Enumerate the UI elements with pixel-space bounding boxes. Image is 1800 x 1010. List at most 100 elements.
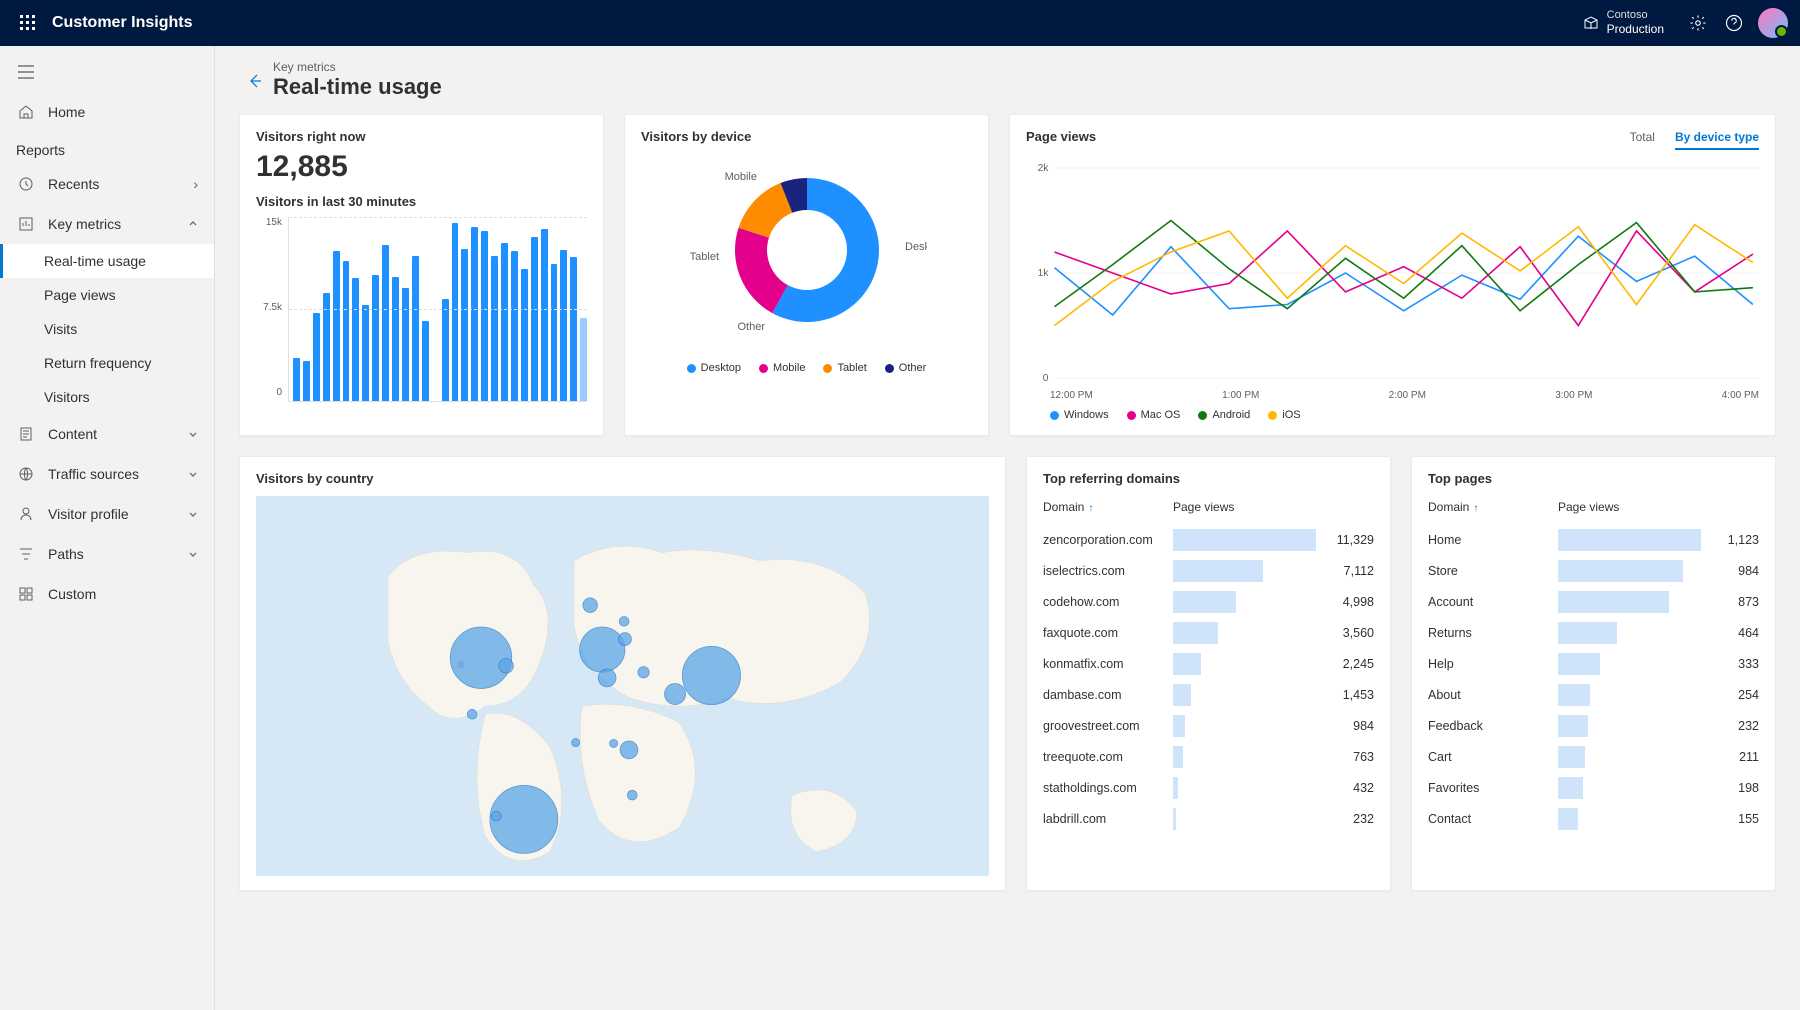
bar <box>570 257 577 401</box>
card-subtitle: Visitors in last 30 minutes <box>256 194 587 209</box>
sidebar-item-content[interactable]: Content <box>0 414 214 454</box>
table-row[interactable]: labdrill.com232 <box>1043 803 1374 834</box>
row-value: 873 <box>1709 595 1759 609</box>
x-axis: 12:00 PM1:00 PM2:00 PM3:00 PM4:00 PM <box>1026 390 1759 401</box>
avatar[interactable] <box>1758 8 1788 38</box>
bar <box>511 251 518 401</box>
row-name: Favorites <box>1428 781 1558 795</box>
mini-bar <box>1558 622 1617 644</box>
page-title: Real-time usage <box>273 74 442 100</box>
sidebar-item-label: Real-time usage <box>44 253 146 269</box>
tab-by-device-type[interactable]: By device type <box>1675 130 1759 150</box>
y-tick: 7.5k <box>256 302 282 313</box>
table-row[interactable]: faxquote.com3,560 <box>1043 617 1374 648</box>
bar <box>580 318 587 401</box>
svg-text:Desktop: Desktop <box>905 241 927 253</box>
map-bubble <box>583 598 598 613</box>
table-row[interactable]: Feedback232 <box>1428 710 1759 741</box>
chevron-up-icon <box>188 219 198 229</box>
sidebar-item-traffic-sources[interactable]: Traffic sources <box>0 454 214 494</box>
back-button[interactable] <box>239 66 269 96</box>
table-row[interactable]: About254 <box>1428 679 1759 710</box>
sidebar-item-visitor-profile[interactable]: Visitor profile <box>0 494 214 534</box>
bar <box>362 305 369 401</box>
line-series <box>1055 221 1753 311</box>
table-row[interactable]: Help333 <box>1428 648 1759 679</box>
svg-text:0: 0 <box>1043 373 1049 384</box>
map-bubble <box>467 709 477 719</box>
column-header[interactable]: Domain <box>1428 500 1469 514</box>
table-row[interactable]: Cart211 <box>1428 741 1759 772</box>
waffle-icon[interactable] <box>12 7 44 39</box>
mini-bar <box>1558 715 1588 737</box>
table-row[interactable]: iselectrics.com7,112 <box>1043 555 1374 586</box>
sidebar-item-key-metrics[interactable]: Key metrics <box>0 204 214 244</box>
table-row[interactable]: Home1,123 <box>1428 524 1759 555</box>
paths-icon <box>16 546 36 562</box>
row-value: 763 <box>1324 750 1374 764</box>
bar <box>372 275 379 401</box>
row-name: iselectrics.com <box>1043 564 1173 578</box>
card-top-pages: Top pages Domain ↑ Page views Home1,123St… <box>1411 456 1776 891</box>
sidebar-item-label: Page views <box>44 287 116 303</box>
sidebar-sub-realtime[interactable]: Real-time usage <box>0 244 214 278</box>
bar <box>531 237 538 401</box>
sidebar-item-home[interactable]: Home <box>0 92 214 132</box>
table-row[interactable]: statholdings.com432 <box>1043 772 1374 803</box>
bar <box>541 229 548 401</box>
table-row[interactable]: treequote.com763 <box>1043 741 1374 772</box>
table-row[interactable]: konmatfix.com2,245 <box>1043 648 1374 679</box>
mini-bar <box>1558 560 1683 582</box>
column-header[interactable]: Page views <box>1173 500 1234 514</box>
x-tick: 3:00 PM <box>1555 390 1592 401</box>
legend-item: Desktop <box>687 362 741 374</box>
sidebar-sub-visits[interactable]: Visits <box>0 312 214 346</box>
sidebar-item-paths[interactable]: Paths <box>0 534 214 574</box>
card-title: Top pages <box>1428 471 1759 486</box>
table-row[interactable]: codehow.com4,998 <box>1043 586 1374 617</box>
sidebar-sub-return-frequency[interactable]: Return frequency <box>0 346 214 380</box>
help-icon[interactable] <box>1716 5 1752 41</box>
row-value: 4,998 <box>1324 595 1374 609</box>
card-page-views: Page views Total By device type 01k2k 12… <box>1009 114 1776 436</box>
sort-asc-icon[interactable]: ↑ <box>1473 503 1478 514</box>
table-row[interactable]: zencorporation.com11,329 <box>1043 524 1374 555</box>
chevron-down-icon <box>188 509 198 519</box>
line-series <box>1055 236 1753 315</box>
sort-asc-icon[interactable]: ↑ <box>1088 503 1093 514</box>
sidebar-sub-visitors[interactable]: Visitors <box>0 380 214 414</box>
settings-icon[interactable] <box>1680 5 1716 41</box>
table-row[interactable]: Favorites198 <box>1428 772 1759 803</box>
tenant-name: Contoso <box>1607 9 1664 22</box>
card-top-referring-domains: Top referring domains Domain↑ Page views… <box>1026 456 1391 891</box>
bar <box>521 269 528 401</box>
table-row[interactable]: Store984 <box>1428 555 1759 586</box>
sidebar: Home Reports Recents › Key metrics Real-… <box>0 46 215 1010</box>
sidebar-item-label: Key metrics <box>48 216 121 232</box>
bar <box>382 245 389 401</box>
table-row[interactable]: groovestreet.com984 <box>1043 710 1374 741</box>
bar <box>412 256 419 401</box>
table-row[interactable]: Account873 <box>1428 586 1759 617</box>
x-tick: 12:00 PM <box>1050 390 1093 401</box>
row-name: faxquote.com <box>1043 626 1173 640</box>
tab-total[interactable]: Total <box>1630 130 1655 150</box>
table-row[interactable]: Returns464 <box>1428 617 1759 648</box>
table-row[interactable]: Contact155 <box>1428 803 1759 834</box>
environment-name: Production <box>1607 22 1664 36</box>
environment-picker[interactable]: Contoso Production <box>1583 9 1664 37</box>
y-tick: 0 <box>256 387 282 398</box>
mini-bar <box>1173 560 1263 582</box>
sidebar-sub-pageviews[interactable]: Page views <box>0 278 214 312</box>
sidebar-item-custom[interactable]: Custom <box>0 574 214 614</box>
row-name: Home <box>1428 533 1558 547</box>
column-header[interactable]: Page views <box>1558 500 1619 514</box>
map-bubble <box>620 741 638 759</box>
column-header[interactable]: Domain <box>1043 500 1084 514</box>
row-name: labdrill.com <box>1043 812 1173 826</box>
sidebar-item-recents[interactable]: Recents › <box>0 164 214 204</box>
donut-legend: DesktopMobileTabletOther <box>687 362 927 374</box>
row-value: 333 <box>1709 657 1759 671</box>
hamburger-icon[interactable] <box>6 52 46 92</box>
table-row[interactable]: dambase.com1,453 <box>1043 679 1374 710</box>
